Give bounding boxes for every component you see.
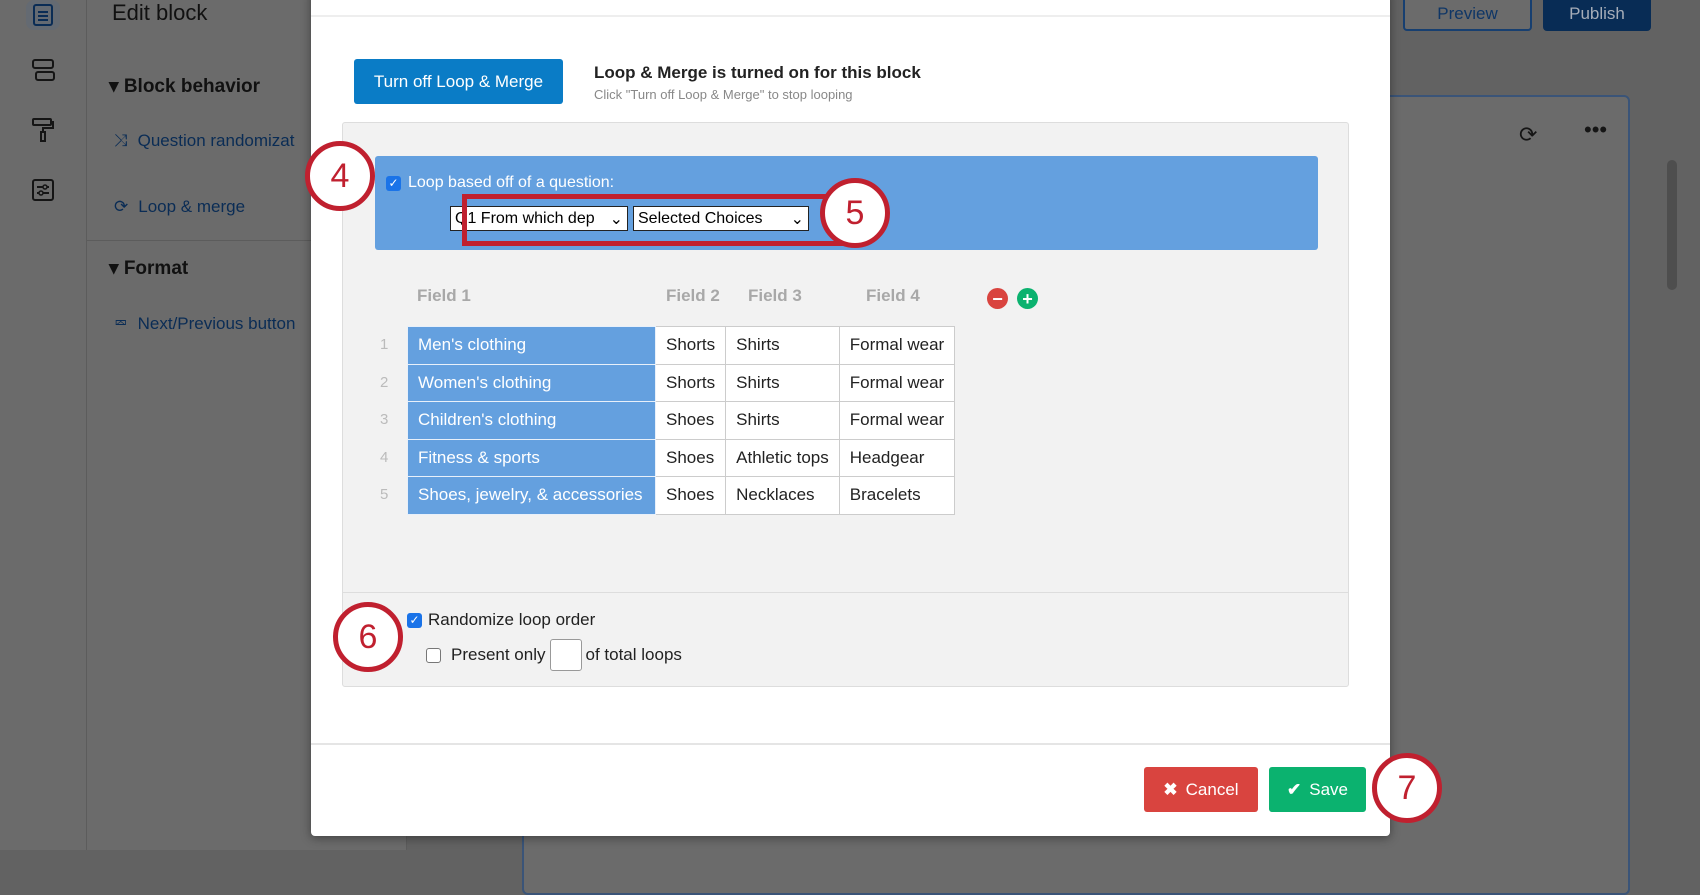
annotation-marker: 4 [305, 141, 375, 211]
section-block-behavior[interactable]: ▾ Block behavior [109, 76, 261, 97]
table-cell[interactable]: Fitness & sports [407, 438, 656, 477]
survey-icon[interactable] [26, 0, 60, 30]
annotation-marker: 6 [333, 602, 403, 672]
table-cell[interactable]: Shoes [654, 438, 727, 477]
choice-type-select[interactable]: Selected Choices ⌄ [633, 206, 809, 231]
row-number: 4 [380, 449, 389, 466]
loop-question-checkbox[interactable]: ✓ [386, 175, 401, 191]
preview-button[interactable]: Preview [1403, 0, 1532, 31]
randomize-checkbox[interactable]: ✓ [407, 612, 422, 628]
annotation-highlight-box [462, 194, 866, 246]
header-divider [311, 15, 1390, 17]
icon-rail [0, 0, 87, 850]
loop-merge-dialog: Turn off Loop & Merge Loop & Merge is tu… [311, 0, 1390, 836]
loop-icon[interactable]: ⟳ [1519, 122, 1538, 147]
section-format[interactable]: ▾ Format [109, 258, 189, 279]
save-button[interactable]: ✔ Save [1269, 767, 1366, 812]
table-row: Fitness & sports Shoes Athletic tops Headge… [407, 438, 956, 477]
table-cell[interactable]: Men's clothing [407, 326, 656, 365]
table-cell[interactable]: Women's clothing [407, 363, 656, 402]
status-hint: Click "Turn off Loop & Merge" to stop lo… [594, 87, 853, 102]
turn-off-loop-merge-button[interactable]: Turn off Loop & Merge [354, 59, 563, 104]
table-row: Children's clothing Shoes Shirts Formal wea… [407, 401, 956, 440]
table-cell[interactable]: Necklaces [725, 476, 840, 515]
status-title: Loop & Merge is turned on for this block [594, 63, 921, 82]
table-row: Men's clothing Shorts Shirts Formal wear [407, 326, 956, 365]
loop-settings-panel: ✓ Loop based off of a question: Q1 From … [342, 122, 1349, 687]
divider [343, 592, 1348, 593]
table-row: Women's clothing Shorts Shirts Formal wear [407, 363, 956, 402]
table-cell[interactable]: Formal wear [838, 363, 956, 402]
sidebar-item-question-randomization[interactable]: ⤨ Question randomizat [114, 131, 295, 150]
more-options-icon[interactable]: ••• [1584, 117, 1608, 142]
publish-button[interactable]: Publish [1543, 0, 1651, 31]
chevron-down-icon: ⌄ [790, 210, 804, 228]
table-cell[interactable]: Shorts [654, 326, 727, 365]
field-header: Field 1 [417, 286, 471, 305]
sidebar-item-loop-merge[interactable]: ⟳ Loop & merge [114, 197, 246, 216]
sidebar-item-next-previous-button[interactable]: ⮹ Next/Previous button [114, 314, 296, 333]
table-row: Shoes, jewelry, & accessories Shoes Neckla… [407, 476, 956, 515]
field-header: Field 3 [748, 286, 802, 305]
annotation-marker: 7 [1372, 753, 1442, 823]
check-icon: ✔ [1287, 779, 1302, 799]
question-select[interactable]: Q1 From which dep ⌄ [450, 206, 628, 231]
chevron-down-icon: ⌄ [609, 210, 623, 228]
row-number: 3 [380, 411, 389, 428]
table-cell[interactable]: Shorts [654, 363, 727, 402]
cursor-icon: ⮹ [114, 314, 128, 333]
settings-sliders-icon[interactable] [26, 173, 60, 207]
paint-roller-icon[interactable] [26, 113, 60, 147]
randomize-label: Randomize loop order [428, 610, 596, 629]
table-cell[interactable]: Shirts [725, 363, 840, 402]
add-field-icon[interactable]: + [1017, 288, 1038, 309]
table-cell[interactable]: Shoes, jewelry, & accessories [407, 476, 656, 515]
table-cell[interactable]: Formal wear [838, 401, 956, 440]
loop-question-label: Loop based off of a question: [408, 174, 615, 191]
present-only-checkbox[interactable] [426, 647, 441, 663]
table-cell[interactable]: Shirts [725, 326, 840, 365]
table-cell[interactable]: Athletic tops [725, 438, 840, 477]
table-cell[interactable]: Formal wear [838, 326, 956, 365]
table-cell[interactable]: Bracelets [838, 476, 956, 515]
table-cell[interactable]: Shoes [654, 401, 727, 440]
field-header: Field 2 [666, 286, 720, 305]
loop-merge-table: Men's clothing Shorts Shirts Formal wear Wom… [407, 326, 956, 515]
row-number: 5 [380, 486, 389, 503]
field-header: Field 4 [866, 286, 920, 305]
table-cell[interactable]: Children's clothing [407, 401, 656, 440]
table-cell[interactable]: Shirts [725, 401, 840, 440]
table-cell[interactable]: Headgear [838, 438, 956, 477]
divider [87, 240, 407, 241]
of-total-label: of total loops [585, 645, 682, 664]
present-only-label: Present only [451, 645, 546, 664]
row-number: 2 [380, 374, 389, 391]
shuffle-icon: ⤨ [114, 131, 128, 150]
close-icon: ✖ [1163, 779, 1178, 799]
scrollbar[interactable] [1667, 160, 1677, 290]
cancel-button[interactable]: ✖ Cancel [1144, 767, 1258, 812]
footer-divider [311, 743, 1390, 745]
annotation-marker: 5 [820, 178, 890, 248]
row-number: 1 [380, 336, 389, 353]
remove-field-icon[interactable]: − [987, 288, 1008, 309]
loop-count-input[interactable] [549, 639, 582, 671]
page-title: Edit block [112, 0, 208, 25]
blocks-icon[interactable] [26, 53, 60, 87]
loop-icon: ⟳ [114, 197, 129, 216]
table-cell[interactable]: Shoes [654, 476, 727, 515]
